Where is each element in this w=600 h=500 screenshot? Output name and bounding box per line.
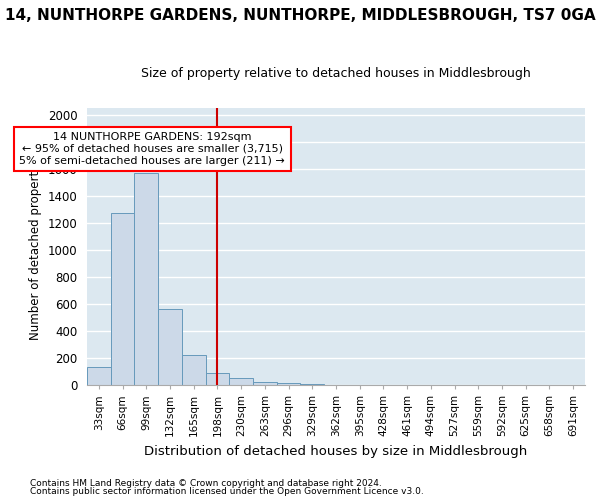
Bar xyxy=(206,373,229,385)
Bar xyxy=(158,308,182,385)
Text: Contains public sector information licensed under the Open Government Licence v3: Contains public sector information licen… xyxy=(30,487,424,496)
Bar xyxy=(110,214,134,385)
Bar xyxy=(229,378,253,385)
Bar xyxy=(182,356,206,385)
Text: 14, NUNTHORPE GARDENS, NUNTHORPE, MIDDLESBROUGH, TS7 0GA: 14, NUNTHORPE GARDENS, NUNTHORPE, MIDDLE… xyxy=(5,8,595,22)
Bar xyxy=(134,173,158,385)
Bar xyxy=(301,384,324,385)
Bar xyxy=(277,383,301,385)
X-axis label: Distribution of detached houses by size in Middlesbrough: Distribution of detached houses by size … xyxy=(145,444,527,458)
Bar xyxy=(253,382,277,385)
Title: Size of property relative to detached houses in Middlesbrough: Size of property relative to detached ho… xyxy=(141,68,531,80)
Text: Contains HM Land Registry data © Crown copyright and database right 2024.: Contains HM Land Registry data © Crown c… xyxy=(30,478,382,488)
Y-axis label: Number of detached properties: Number of detached properties xyxy=(29,154,42,340)
Text: 14 NUNTHORPE GARDENS: 192sqm
← 95% of detached houses are smaller (3,715)
5% of : 14 NUNTHORPE GARDENS: 192sqm ← 95% of de… xyxy=(19,132,285,166)
Bar xyxy=(87,368,110,385)
